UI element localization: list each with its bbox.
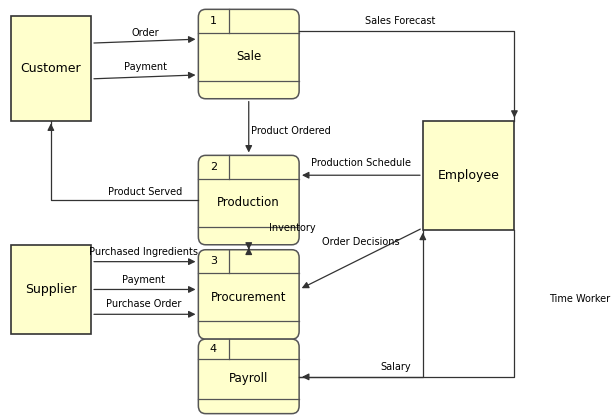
Text: Salary: Salary [380,362,411,372]
FancyBboxPatch shape [198,9,299,99]
Text: Production: Production [217,196,280,209]
Text: Supplier: Supplier [25,283,77,296]
FancyBboxPatch shape [198,250,299,339]
Text: Customer: Customer [20,62,81,75]
Text: Purchased Ingredients: Purchased Ingredients [89,247,198,257]
Text: 2: 2 [210,162,217,172]
Text: Product Ordered: Product Ordered [251,126,331,135]
Bar [10,16,91,121]
Text: 3: 3 [210,256,217,266]
FancyBboxPatch shape [198,155,299,245]
Text: Procurement: Procurement [211,291,287,304]
FancyBboxPatch shape [198,339,299,414]
Text: Purchase Order: Purchase Order [106,299,181,309]
Text: Time Worker: Time Worker [550,295,610,304]
Text: Production Schedule: Production Schedule [311,158,411,168]
Text: 4: 4 [210,344,217,354]
Text: Sale: Sale [236,50,262,63]
Text: Order: Order [131,28,159,38]
Text: Payment: Payment [122,274,165,285]
Bar [10,245,91,334]
Text: Payment: Payment [123,62,167,72]
Text: 1: 1 [210,16,217,26]
Text: Order Decisions: Order Decisions [322,237,399,247]
Bar [423,121,515,230]
Text: Product Served: Product Served [108,187,182,197]
Text: Payroll: Payroll [229,372,268,385]
Text: Sales Forecast: Sales Forecast [365,16,435,26]
Text: Employee: Employee [438,169,500,182]
Text: Inventory: Inventory [270,223,316,233]
